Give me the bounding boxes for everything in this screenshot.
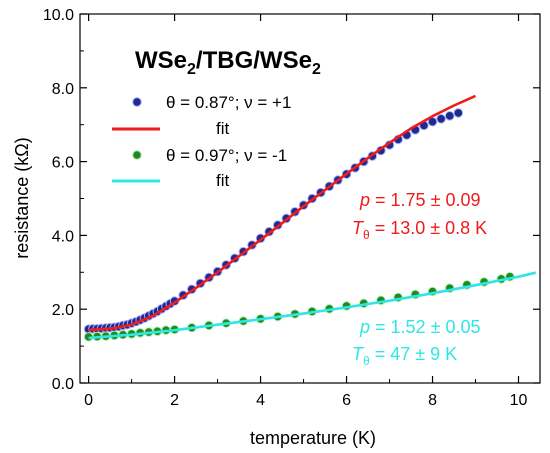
legend-marker-series-1 [132,97,142,107]
y-tick-label: 10.0 [43,7,74,24]
y-tick-label: 4.0 [52,228,74,245]
x-axis-ticks: 0 2 4 6 8 10 [84,14,528,409]
legend-marker-series-2 [132,150,142,160]
x-tick-label: 4 [256,392,265,409]
annotation-p-value-cyan: p = 1.52 ± 0.05 [359,317,480,337]
annotation-p-value-red: p = 1.75 ± 0.09 [359,190,480,210]
x-tick-label: 2 [170,392,179,409]
y-axis-ticks: 0.0 2.0 4.0 6.0 8.0 10.0 [43,7,540,393]
data-point-series-0 [444,111,455,121]
chart-title: WSe2/TBG/WSe2 [135,47,321,78]
fit-annotation-cyan: p = 1.52 ± 0.05 Tθ = 47 ± 9 K [352,317,480,368]
legend-label-series-1: θ = 0.87°; ν = +1 [166,93,291,112]
y-axis-label: resistance (kΩ) [12,137,32,258]
x-axis-label: temperature (K) [250,428,376,448]
fit-annotation-red: p = 1.75 ± 0.09 Tθ = 13.0 ± 0.8 K [352,190,487,242]
legend: θ = 0.87°; ν = +1 fit θ = 0.97°; ν = -1 … [112,93,291,190]
x-tick-label: 8 [428,392,437,409]
y-tick-label: 8.0 [52,81,74,98]
x-tick-label: 10 [510,392,528,409]
annotation-t-value-cyan: Tθ = 47 ± 9 K [352,344,457,368]
data-point-series-0 [436,113,446,124]
annotation-t-value-red: Tθ = 13.0 ± 0.8 K [352,218,487,242]
y-tick-label: 0.0 [52,376,74,393]
fit-line-3 [88,271,536,340]
y-tick-label: 2.0 [52,302,74,319]
y-tick-label: 6.0 [52,155,74,172]
fit-line-1 [88,94,477,332]
legend-label-fit-2: fit [216,171,230,190]
x-tick-label: 0 [84,392,93,409]
data-point-series-0 [453,108,464,118]
legend-label-series-2: θ = 0.97°; ν = -1 [166,146,287,165]
x-tick-label: 6 [342,392,351,409]
legend-label-fit-1: fit [216,119,230,138]
fit-lines [88,94,536,340]
